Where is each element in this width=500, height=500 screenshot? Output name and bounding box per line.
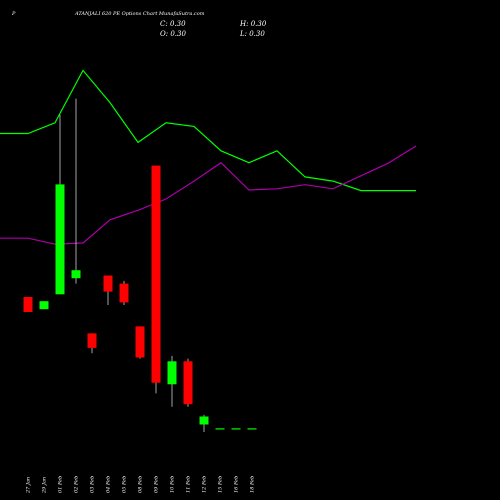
candle-3 bbox=[71, 98, 81, 284]
x-tick-label: 08 Feb bbox=[138, 476, 144, 493]
candle-2 bbox=[55, 114, 65, 295]
candle-4 bbox=[87, 333, 97, 354]
candle-body bbox=[119, 283, 129, 303]
candle-body bbox=[199, 416, 209, 425]
candle-body bbox=[247, 428, 257, 430]
x-tick-label: 04 Feb bbox=[106, 476, 112, 493]
x-tick-label: 10 Feb bbox=[170, 476, 176, 493]
candles bbox=[23, 98, 257, 432]
candle-13 bbox=[231, 428, 241, 430]
candle-body bbox=[167, 361, 177, 385]
x-tick-label: 15 Feb bbox=[218, 476, 224, 493]
chart-title: ATANJALI 620 PE Options Chart MunafaSutr… bbox=[74, 11, 205, 17]
x-tick-label: 02 Feb bbox=[74, 476, 80, 493]
x-tick-label: 29 Jan bbox=[42, 477, 48, 494]
x-tick-label: 11 Feb bbox=[186, 476, 192, 493]
candle-body bbox=[87, 333, 97, 348]
candle-body bbox=[103, 275, 113, 292]
x-axis-ticks: 27 Jan 29 Jan 01 Feb 02 Feb 03 Feb 04 Feb 05 F… bbox=[26, 476, 256, 494]
candle-14 bbox=[247, 428, 257, 430]
candle-body bbox=[183, 361, 193, 405]
candle-9 bbox=[167, 355, 177, 407]
candle-12 bbox=[215, 428, 225, 430]
x-tick-label: 18 Feb bbox=[250, 476, 256, 493]
candle-body bbox=[71, 270, 81, 279]
candle-11 bbox=[199, 414, 209, 432]
candle-7 bbox=[135, 326, 145, 359]
candle-5 bbox=[103, 275, 113, 305]
candle-body bbox=[55, 184, 65, 295]
candle-body bbox=[151, 165, 161, 383]
candle-body bbox=[135, 326, 145, 358]
chart-title-prefix: P bbox=[11, 11, 16, 17]
x-tick-label: 27 Jan bbox=[26, 477, 32, 494]
high-value: H: 0.30 bbox=[239, 20, 267, 28]
candle-1 bbox=[39, 301, 49, 310]
candle-body bbox=[231, 428, 241, 430]
x-tick-label: 16 Feb bbox=[234, 476, 240, 493]
x-tick-label: 12 Feb bbox=[202, 476, 208, 493]
open-value: O: 0.30 bbox=[160, 30, 186, 38]
candle-body bbox=[23, 297, 33, 312]
candle-10 bbox=[183, 358, 193, 407]
candle-0 bbox=[23, 297, 33, 312]
indicator-line-1 bbox=[0, 69, 416, 192]
close-value: C: 0.30 bbox=[160, 20, 186, 28]
candle-body bbox=[215, 428, 225, 430]
chart-header: P ATANJALI 620 PE Options Chart MunafaSu… bbox=[11, 11, 267, 38]
x-tick-label: 01 Feb bbox=[58, 476, 64, 493]
candle-body bbox=[39, 301, 49, 310]
low-value: L: 0.30 bbox=[239, 30, 265, 38]
x-tick-label: 09 Feb bbox=[154, 476, 160, 493]
x-tick-label: 03 Feb bbox=[90, 476, 96, 493]
x-tick-label: 05 Feb bbox=[122, 476, 128, 493]
candle-8 bbox=[151, 165, 161, 394]
candle-6 bbox=[119, 280, 129, 305]
